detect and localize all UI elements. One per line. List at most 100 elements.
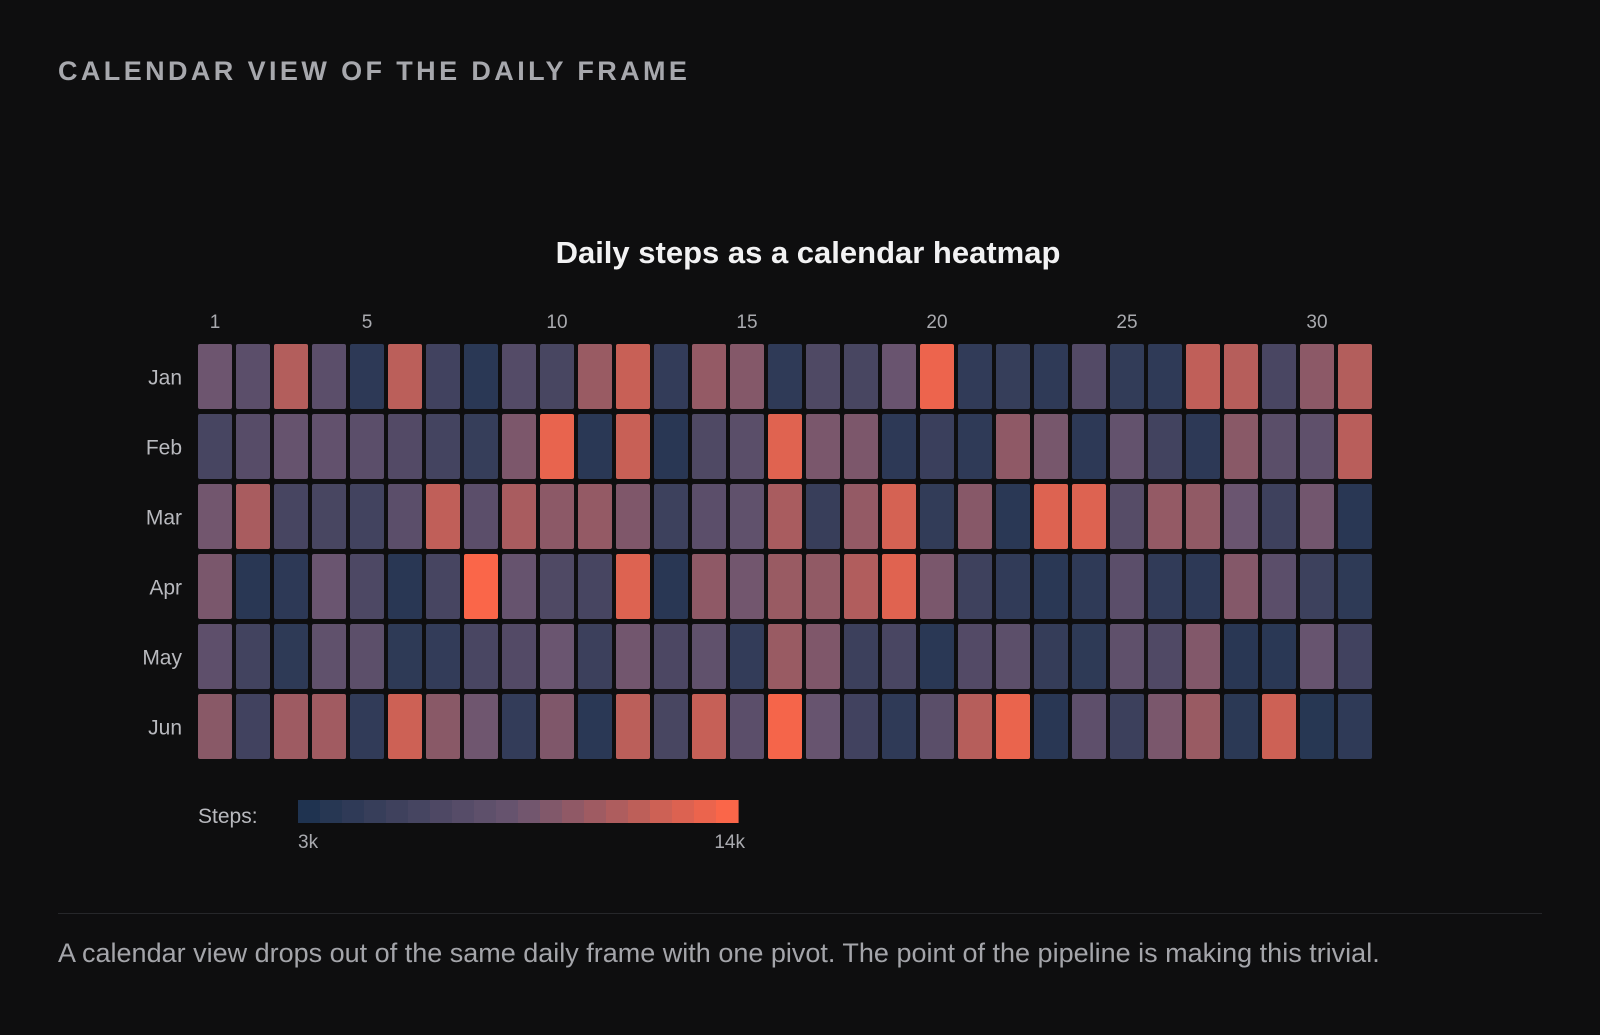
heatmap-cell xyxy=(502,694,536,759)
heatmap-cell xyxy=(388,484,422,549)
heatmap-cell xyxy=(1300,484,1334,549)
heatmap-cell xyxy=(236,624,270,689)
color-legend: Steps: 3k 14k xyxy=(198,800,745,853)
column-tick-label: 1 xyxy=(210,312,221,333)
heatmap-cell xyxy=(1148,624,1182,689)
heatmap-cell xyxy=(920,484,954,549)
heatmap-cell xyxy=(616,414,650,479)
heatmap-cell xyxy=(502,414,536,479)
heatmap-cell xyxy=(1186,344,1220,409)
heatmap-cell xyxy=(198,414,232,479)
heatmap-cell xyxy=(578,414,612,479)
heatmap-cell xyxy=(1110,414,1144,479)
heatmap-cell xyxy=(768,414,802,479)
heatmap-cell xyxy=(1262,414,1296,479)
legend-color-bar xyxy=(298,800,739,823)
row-label: Jun xyxy=(148,717,182,740)
column-tick-label: 5 xyxy=(362,312,373,333)
heatmap-cell xyxy=(426,414,460,479)
heatmap-cell xyxy=(616,624,650,689)
heatmap-cell xyxy=(274,414,308,479)
heatmap-cell xyxy=(1148,694,1182,759)
row-label: Feb xyxy=(146,437,182,460)
legend-swatch xyxy=(540,800,563,823)
heatmap-cell xyxy=(730,414,764,479)
legend-swatch xyxy=(584,800,607,823)
heatmap-cell xyxy=(882,624,916,689)
heatmap-cell xyxy=(692,694,726,759)
heatmap-cell xyxy=(540,694,574,759)
heatmap-cell xyxy=(920,414,954,479)
divider xyxy=(58,913,1542,914)
row-label: May xyxy=(142,647,182,670)
heatmap-cell xyxy=(312,484,346,549)
heatmap-cell xyxy=(654,414,688,479)
heatmap-cell xyxy=(654,694,688,759)
heatmap-cell xyxy=(844,414,878,479)
legend-swatch xyxy=(342,800,365,823)
heatmap-cell xyxy=(1224,484,1258,549)
heatmap-cell xyxy=(350,624,384,689)
heatmap-cell xyxy=(274,694,308,759)
heatmap-cell xyxy=(388,694,422,759)
heatmap-cell xyxy=(958,624,992,689)
legend-swatch xyxy=(452,800,475,823)
heatmap-cell xyxy=(654,484,688,549)
heatmap-cell xyxy=(1072,484,1106,549)
heatmap-cell xyxy=(350,484,384,549)
legend-swatch xyxy=(650,800,673,823)
heatmap-cell xyxy=(1110,694,1144,759)
column-tick-label: 30 xyxy=(1306,312,1327,333)
heatmap-cell xyxy=(996,344,1030,409)
heatmap-cell xyxy=(540,554,574,619)
heatmap-cell xyxy=(1262,624,1296,689)
heatmap-cell xyxy=(350,414,384,479)
heatmap-cell xyxy=(730,624,764,689)
heatmap-cell xyxy=(1186,694,1220,759)
column-tick-label: 15 xyxy=(736,312,757,333)
heatmap-cell xyxy=(274,344,308,409)
heatmap-cell xyxy=(1224,624,1258,689)
heatmap-cell xyxy=(1186,624,1220,689)
heatmap-cell xyxy=(806,694,840,759)
heatmap-cell xyxy=(1034,694,1068,759)
heatmap-cell xyxy=(1224,554,1258,619)
heatmap-cell xyxy=(806,344,840,409)
legend-swatch xyxy=(628,800,651,823)
heatmap-cell xyxy=(1300,554,1334,619)
heatmap-cell xyxy=(882,414,916,479)
heatmap-cell xyxy=(1262,484,1296,549)
legend-swatch xyxy=(408,800,431,823)
heatmap-cell xyxy=(1224,414,1258,479)
heatmap-cell xyxy=(464,694,498,759)
heatmap-cell xyxy=(1224,694,1258,759)
heatmap-cell xyxy=(1300,694,1334,759)
heatmap-cell xyxy=(844,554,878,619)
heatmap-cell xyxy=(806,414,840,479)
heatmap-cell xyxy=(616,694,650,759)
heatmap-cell xyxy=(578,344,612,409)
heatmap-cell xyxy=(1186,554,1220,619)
heatmap-cell xyxy=(958,484,992,549)
heatmap-cell xyxy=(1300,344,1334,409)
legend-swatch xyxy=(320,800,343,823)
row-label: Apr xyxy=(149,577,182,600)
legend-swatch xyxy=(606,800,629,823)
heatmap-cell xyxy=(1148,484,1182,549)
heatmap-cell xyxy=(578,554,612,619)
heatmap-cell xyxy=(312,694,346,759)
heatmap-cell xyxy=(236,344,270,409)
heatmap-cell xyxy=(350,344,384,409)
heatmap-cell xyxy=(1034,344,1068,409)
heatmap-cell xyxy=(312,414,346,479)
heatmap-cell xyxy=(1262,554,1296,619)
heatmap-cell xyxy=(1072,344,1106,409)
heatmap-cell xyxy=(1110,554,1144,619)
heatmap-cell xyxy=(578,624,612,689)
heatmap-cell xyxy=(1262,344,1296,409)
heatmap-cell xyxy=(1034,624,1068,689)
heatmap-cell xyxy=(540,414,574,479)
heatmap-cell xyxy=(920,344,954,409)
heatmap-cell xyxy=(616,344,650,409)
heatmap-cell xyxy=(692,344,726,409)
